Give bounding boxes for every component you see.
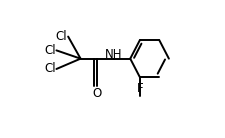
Text: Cl: Cl [56,30,67,43]
Text: NH: NH [104,48,122,61]
Text: F: F [136,82,143,95]
Text: Cl: Cl [44,63,56,75]
Text: O: O [92,87,101,100]
Text: Cl: Cl [44,44,56,57]
